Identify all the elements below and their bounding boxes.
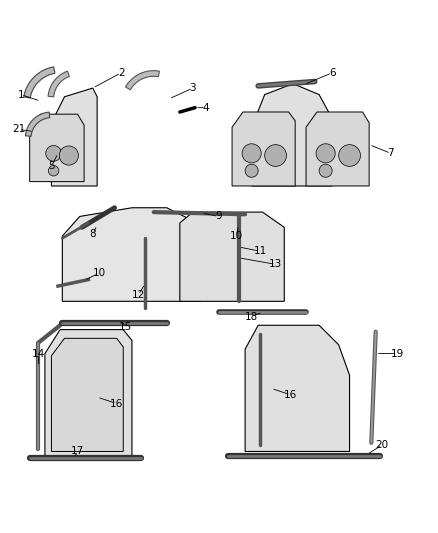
Circle shape [48,166,59,176]
Polygon shape [45,329,132,456]
Text: 20: 20 [376,440,389,450]
Text: 9: 9 [215,212,223,221]
Text: 12: 12 [132,290,145,300]
Circle shape [265,144,286,166]
Text: 14: 14 [32,349,45,359]
Text: 10: 10 [93,268,106,278]
Text: 11: 11 [254,246,267,256]
Text: 21: 21 [12,124,25,134]
Circle shape [319,164,332,177]
Polygon shape [125,71,159,90]
Polygon shape [180,212,284,301]
Polygon shape [51,88,97,186]
Text: 2: 2 [118,68,124,78]
Text: 7: 7 [388,148,394,158]
Polygon shape [51,338,123,451]
Polygon shape [25,112,49,136]
Text: 17: 17 [71,447,84,456]
Text: 8: 8 [89,229,96,239]
Circle shape [339,144,360,166]
Text: 3: 3 [190,83,196,93]
Circle shape [316,144,335,163]
Text: 19: 19 [391,349,404,359]
Polygon shape [252,84,332,186]
Circle shape [46,146,61,161]
Text: 15: 15 [119,322,132,333]
Text: 10: 10 [230,231,243,241]
Text: 5: 5 [48,161,55,172]
Polygon shape [232,112,295,186]
Circle shape [59,146,78,165]
Text: 18: 18 [245,312,258,321]
Polygon shape [245,325,350,451]
Text: 4: 4 [203,103,209,112]
Polygon shape [62,208,201,301]
Polygon shape [30,114,84,182]
Circle shape [242,144,261,163]
Text: 16: 16 [284,390,297,400]
Polygon shape [48,71,69,97]
Text: 13: 13 [269,260,282,269]
Text: 16: 16 [110,399,124,409]
Text: 6: 6 [329,68,336,78]
Circle shape [245,164,258,177]
Polygon shape [306,112,369,186]
Text: 1: 1 [18,90,24,100]
Polygon shape [24,67,55,98]
